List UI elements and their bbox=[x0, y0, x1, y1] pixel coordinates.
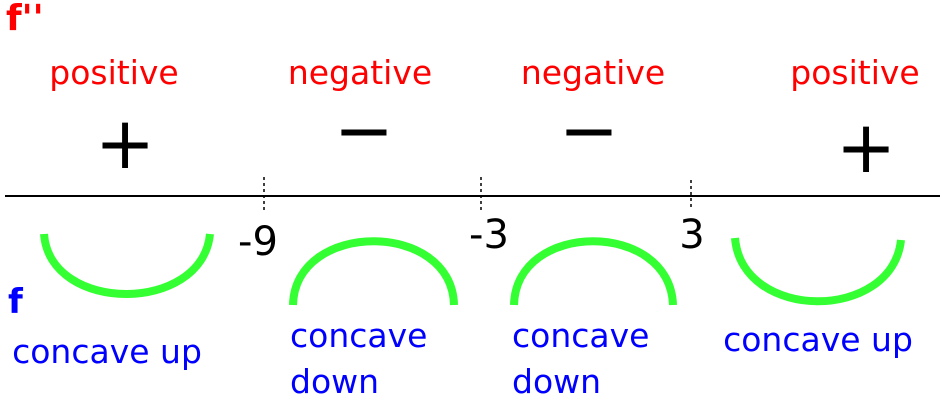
sign-word: positive bbox=[790, 53, 919, 92]
sign-symbol: + bbox=[836, 105, 896, 189]
concavity-label: concave bbox=[512, 316, 649, 355]
sign-word: negative bbox=[521, 53, 665, 92]
sign-symbol: + bbox=[95, 101, 155, 185]
concavity-label: concave up bbox=[12, 332, 202, 371]
critical-point-label: -9 bbox=[238, 219, 278, 265]
second-derivative-label: f'' bbox=[6, 0, 44, 39]
critical-point-label: -3 bbox=[469, 212, 509, 258]
concavity-label: concave bbox=[290, 316, 427, 355]
concavity-label: concave up bbox=[723, 320, 913, 359]
critical-point-label: 3 bbox=[679, 212, 704, 258]
concave-up-arc bbox=[40, 233, 214, 298]
concavity-label: down bbox=[290, 362, 379, 401]
function-label: f bbox=[8, 282, 24, 322]
concave-up-arc bbox=[731, 237, 905, 306]
sign-word: positive bbox=[49, 53, 178, 92]
sign-symbol: − bbox=[334, 88, 394, 172]
concave-down-arc bbox=[289, 237, 458, 306]
concave-down-arc bbox=[510, 237, 677, 306]
sign-word: negative bbox=[288, 53, 432, 92]
sign-symbol: − bbox=[559, 88, 619, 172]
concavity-label: down bbox=[512, 362, 601, 401]
